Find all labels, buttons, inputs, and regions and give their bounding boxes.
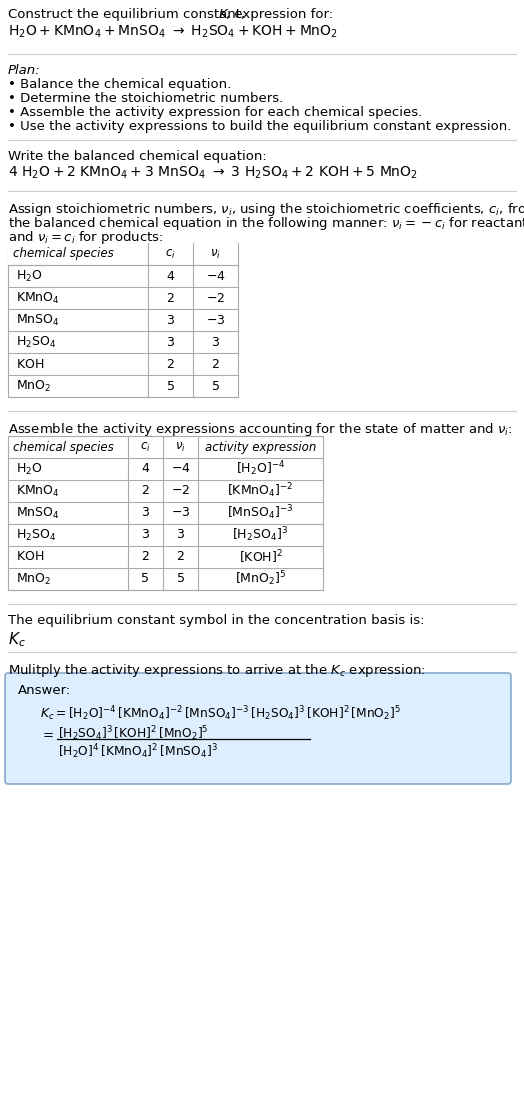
Text: $\mathrm{MnSO_4}$: $\mathrm{MnSO_4}$ bbox=[16, 505, 60, 521]
FancyBboxPatch shape bbox=[5, 673, 511, 784]
Text: $K_c$: $K_c$ bbox=[8, 630, 26, 649]
Text: $[\mathrm{H_2SO_4}]^{3}\,[\mathrm{KOH}]^{2}\,[\mathrm{MnO_2}]^{5}$: $[\mathrm{H_2SO_4}]^{3}\,[\mathrm{KOH}]^… bbox=[58, 724, 209, 742]
Text: and $\nu_i = c_i$ for products:: and $\nu_i = c_i$ for products: bbox=[8, 229, 163, 246]
Text: $5$: $5$ bbox=[176, 572, 185, 586]
Text: $\mathrm{KMnO_4}$: $\mathrm{KMnO_4}$ bbox=[16, 483, 60, 499]
Text: $\mathrm{H_2O + KMnO_4 + MnSO_4 \ {\rightarrow} \ H_2SO_4 + KOH + MnO_2}$: $\mathrm{H_2O + KMnO_4 + MnSO_4 \ {\righ… bbox=[8, 24, 338, 41]
Text: $3$: $3$ bbox=[176, 528, 185, 542]
Text: the balanced chemical equation in the following manner: $\nu_i = -c_i$ for react: the balanced chemical equation in the fo… bbox=[8, 215, 524, 232]
Text: • Assemble the activity expression for each chemical species.: • Assemble the activity expression for e… bbox=[8, 106, 422, 119]
Text: $[\mathrm{H_2O}]^{-4}$: $[\mathrm{H_2O}]^{-4}$ bbox=[236, 460, 285, 479]
Text: chemical species: chemical species bbox=[13, 247, 114, 260]
Text: $[\mathrm{MnSO_4}]^{-3}$: $[\mathrm{MnSO_4}]^{-3}$ bbox=[227, 504, 294, 523]
Text: Assemble the activity expressions accounting for the state of matter and $\nu_i$: Assemble the activity expressions accoun… bbox=[8, 421, 512, 438]
Text: $-4$: $-4$ bbox=[171, 462, 190, 475]
Text: $\nu_i$: $\nu_i$ bbox=[210, 247, 221, 260]
Text: $[\mathrm{H_2O}]^{4}\,[\mathrm{KMnO_4}]^{2}\,[\mathrm{MnSO_4}]^{3}$: $[\mathrm{H_2O}]^{4}\,[\mathrm{KMnO_4}]^… bbox=[58, 742, 217, 761]
Text: $=$: $=$ bbox=[40, 728, 54, 740]
Text: , expression for:: , expression for: bbox=[226, 8, 333, 21]
Text: $\mathrm{MnO_2}$: $\mathrm{MnO_2}$ bbox=[16, 571, 51, 587]
Text: $[\mathrm{MnO_2}]^{5}$: $[\mathrm{MnO_2}]^{5}$ bbox=[235, 569, 286, 588]
Text: $c_i$: $c_i$ bbox=[140, 440, 151, 453]
Text: $2$: $2$ bbox=[176, 550, 185, 564]
Text: Construct the equilibrium constant,: Construct the equilibrium constant, bbox=[8, 8, 249, 21]
Text: Mulitply the activity expressions to arrive at the $K_c$ expression:: Mulitply the activity expressions to arr… bbox=[8, 662, 426, 679]
Text: • Balance the chemical equation.: • Balance the chemical equation. bbox=[8, 78, 231, 92]
Text: Assign stoichiometric numbers, $\nu_i$, using the stoichiometric coefficients, $: Assign stoichiometric numbers, $\nu_i$, … bbox=[8, 201, 524, 218]
Text: • Determine the stoichiometric numbers.: • Determine the stoichiometric numbers. bbox=[8, 92, 283, 105]
Text: $\mathrm{H_2SO_4}$: $\mathrm{H_2SO_4}$ bbox=[16, 334, 56, 350]
Text: $\mathrm{H_2O}$: $\mathrm{H_2O}$ bbox=[16, 268, 42, 283]
Text: chemical species: chemical species bbox=[13, 440, 114, 453]
Text: $2$: $2$ bbox=[211, 357, 220, 371]
Text: $\mathrm{MnSO_4}$: $\mathrm{MnSO_4}$ bbox=[16, 312, 60, 328]
Text: 2: 2 bbox=[167, 357, 174, 371]
Text: 2: 2 bbox=[141, 484, 149, 497]
Text: $\mathrm{KMnO_4}$: $\mathrm{KMnO_4}$ bbox=[16, 290, 60, 306]
Text: Write the balanced chemical equation:: Write the balanced chemical equation: bbox=[8, 150, 267, 163]
Text: $3$: $3$ bbox=[211, 335, 220, 349]
Text: 3: 3 bbox=[167, 335, 174, 349]
Text: $[\mathrm{KMnO_4}]^{-2}$: $[\mathrm{KMnO_4}]^{-2}$ bbox=[227, 482, 294, 501]
Text: 2: 2 bbox=[167, 291, 174, 304]
Text: Plan:: Plan: bbox=[8, 64, 41, 77]
Text: $K_c = [\mathrm{H_2O}]^{-4}\,[\mathrm{KMnO_4}]^{-2}\,[\mathrm{MnSO_4}]^{-3}\,[\m: $K_c = [\mathrm{H_2O}]^{-4}\,[\mathrm{KM… bbox=[40, 704, 401, 722]
Text: activity expression: activity expression bbox=[205, 440, 316, 453]
Text: 2: 2 bbox=[141, 550, 149, 564]
Text: 4: 4 bbox=[167, 269, 174, 282]
Text: $\mathrm{KOH}$: $\mathrm{KOH}$ bbox=[16, 357, 44, 371]
Text: 3: 3 bbox=[167, 313, 174, 326]
Text: 5: 5 bbox=[141, 572, 149, 586]
Text: 4: 4 bbox=[141, 462, 149, 475]
Text: Answer:: Answer: bbox=[18, 684, 71, 697]
Text: • Use the activity expressions to build the equilibrium constant expression.: • Use the activity expressions to build … bbox=[8, 120, 511, 133]
Text: $5$: $5$ bbox=[211, 379, 220, 393]
Bar bbox=[8, 243, 238, 265]
Text: $\mathrm{H_2O}$: $\mathrm{H_2O}$ bbox=[16, 461, 42, 476]
Text: 5: 5 bbox=[167, 379, 174, 393]
Bar bbox=[8, 436, 323, 590]
Text: $-2$: $-2$ bbox=[206, 291, 225, 304]
Text: $\nu_i$: $\nu_i$ bbox=[175, 440, 186, 453]
Text: 3: 3 bbox=[141, 528, 149, 542]
Text: $-3$: $-3$ bbox=[171, 506, 190, 520]
Text: $\mathrm{H_2SO_4}$: $\mathrm{H_2SO_4}$ bbox=[16, 527, 56, 543]
Text: $[\mathrm{H_2SO_4}]^{3}$: $[\mathrm{H_2SO_4}]^{3}$ bbox=[233, 526, 289, 545]
Text: 3: 3 bbox=[141, 506, 149, 520]
Text: $-4$: $-4$ bbox=[205, 269, 225, 282]
Text: $[\mathrm{KOH}]^{2}$: $[\mathrm{KOH}]^{2}$ bbox=[238, 548, 282, 566]
Text: $-2$: $-2$ bbox=[171, 484, 190, 497]
Text: $\mathrm{MnO_2}$: $\mathrm{MnO_2}$ bbox=[16, 378, 51, 394]
Text: $-3$: $-3$ bbox=[206, 313, 225, 326]
Bar bbox=[8, 243, 238, 397]
Text: $\mathrm{4\ H_2O + 2\ KMnO_4 + 3\ MnSO_4 \ {\rightarrow} \ 3\ H_2SO_4 + 2\ KOH +: $\mathrm{4\ H_2O + 2\ KMnO_4 + 3\ MnSO_4… bbox=[8, 165, 418, 181]
Text: $K$: $K$ bbox=[218, 8, 230, 21]
Text: $c_i$: $c_i$ bbox=[165, 247, 176, 260]
Text: The equilibrium constant symbol in the concentration basis is:: The equilibrium constant symbol in the c… bbox=[8, 614, 424, 627]
Text: $\mathrm{KOH}$: $\mathrm{KOH}$ bbox=[16, 550, 44, 564]
